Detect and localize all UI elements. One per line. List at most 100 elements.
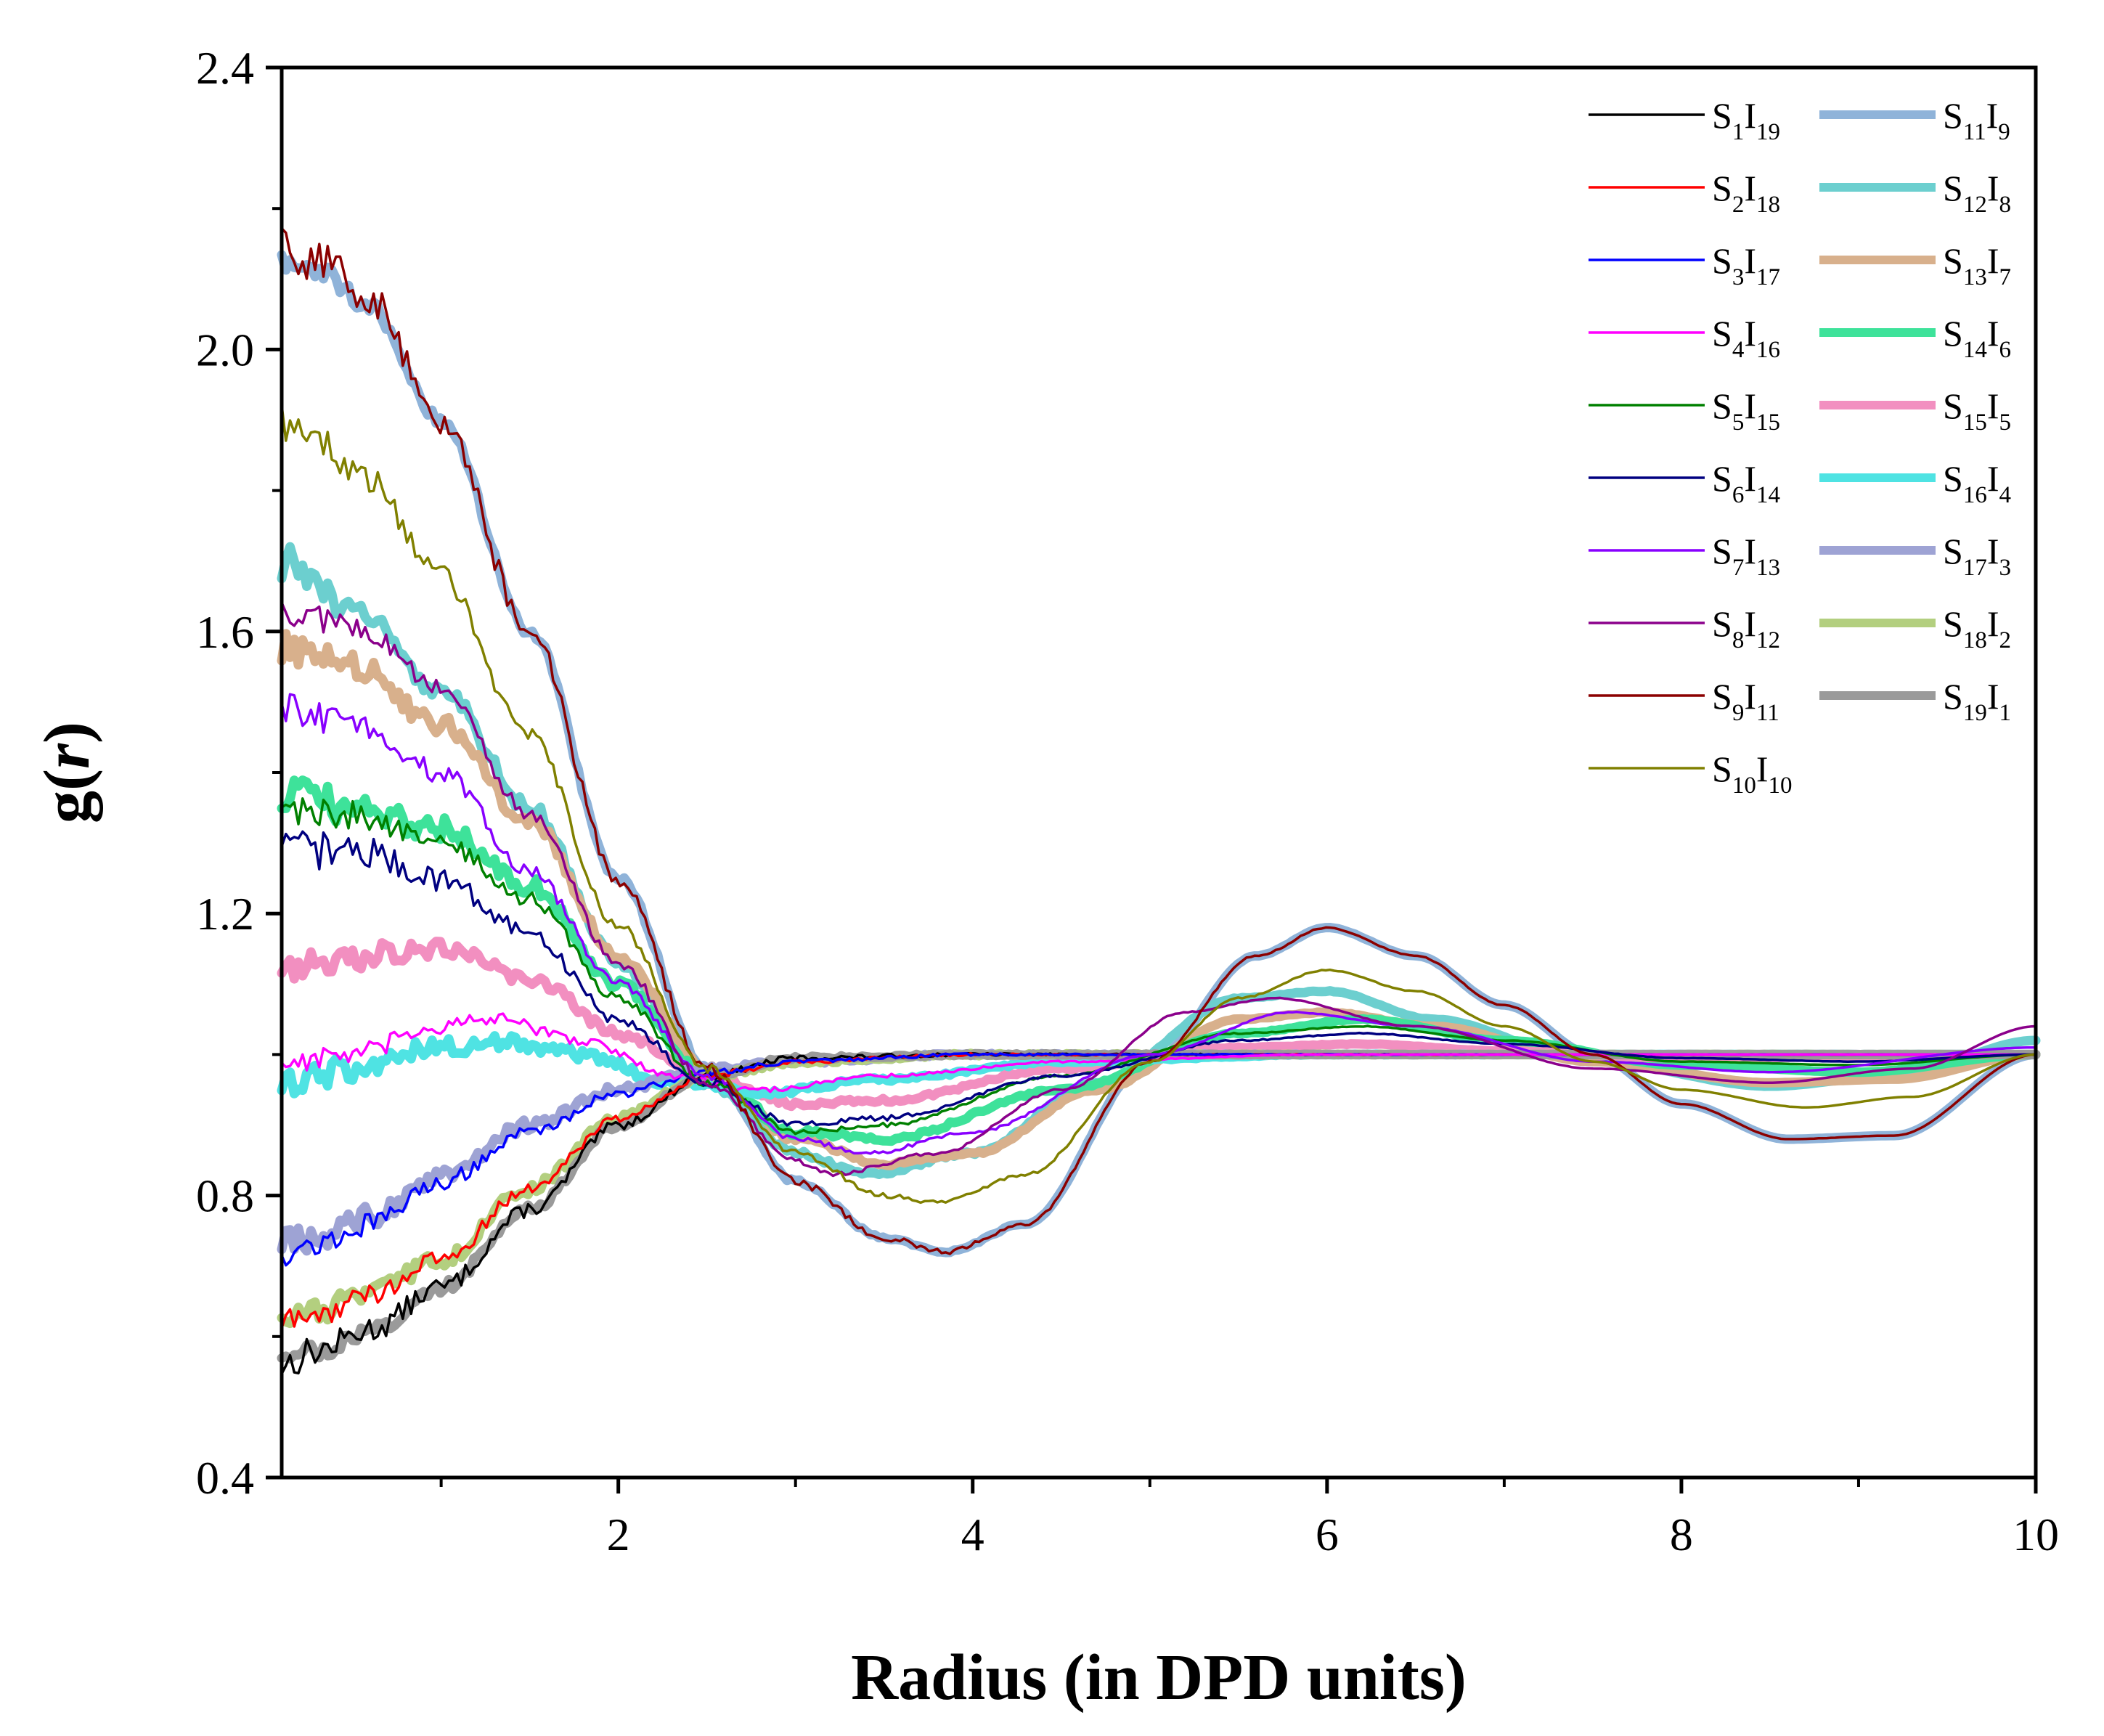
legend-entry: S10I10 bbox=[1589, 749, 1792, 799]
legend-letter-i: I bbox=[1744, 531, 1756, 571]
y-axis-title-close: ) bbox=[31, 722, 103, 743]
legend-entry: S6I14 bbox=[1589, 458, 1780, 508]
legend-label: S19I1 bbox=[1943, 676, 2011, 726]
legend-label: S14I6 bbox=[1943, 313, 2011, 363]
x-tick-label: 8 bbox=[1670, 1509, 1693, 1560]
legend-sub-s: 7 bbox=[1732, 555, 1745, 581]
series-line-S18I2 bbox=[277, 1048, 2041, 1329]
legend-sub-i: 9 bbox=[1998, 119, 2010, 145]
series-line-S1I19 bbox=[280, 1051, 2037, 1375]
legend-label: S10I10 bbox=[1712, 749, 1792, 799]
legend-letter-i: I bbox=[1744, 168, 1756, 208]
legend-label: S18I2 bbox=[1943, 603, 2011, 653]
legend-sub-s: 16 bbox=[1963, 482, 1987, 508]
legend-sub-i: 10 bbox=[1768, 773, 1792, 799]
y-axis-title-main: g( bbox=[31, 769, 103, 823]
legend-sub-s: 5 bbox=[1732, 409, 1745, 436]
legend-letter-i: I bbox=[1744, 313, 1756, 354]
legend-letter-s: S bbox=[1943, 168, 1963, 208]
y-tick-label: 0.4 bbox=[196, 1452, 254, 1504]
legend-entry: S13I7 bbox=[1819, 240, 2011, 290]
legend-entry: S5I15 bbox=[1589, 386, 1780, 436]
series-line-S8I12 bbox=[280, 601, 2037, 1178]
legend-label: S9I11 bbox=[1712, 676, 1779, 726]
tick-layer: 2 4 6 8 10 0.4 0.8 1.2 1.6 2.0 2.4 bbox=[196, 42, 2059, 1560]
series-line-S6I14 bbox=[280, 830, 2037, 1127]
x-axis-title: Radius (in DPD units) bbox=[851, 1642, 1467, 1713]
legend-label: S6I14 bbox=[1712, 458, 1780, 508]
legend-letter-s: S bbox=[1712, 603, 1732, 644]
legend-letter-i: I bbox=[1744, 95, 1756, 136]
legend-letter-s: S bbox=[1712, 168, 1732, 208]
legend-sub-i: 15 bbox=[1756, 409, 1780, 436]
legend-sub-s: 3 bbox=[1732, 264, 1745, 290]
legend-label: S11I9 bbox=[1943, 95, 2010, 145]
series-line-S10I10 bbox=[280, 404, 2037, 1205]
legend-entry: S14I6 bbox=[1819, 313, 2011, 363]
legend-letter-s: S bbox=[1712, 313, 1732, 354]
legend-letter-i: I bbox=[1987, 240, 1999, 281]
legend-letter-s: S bbox=[1712, 240, 1732, 281]
x-tick-label: 10 bbox=[2013, 1509, 2059, 1560]
legend-letter-i: I bbox=[1987, 313, 1999, 354]
legend-letter-i: I bbox=[1987, 531, 1999, 571]
legend-letter-s: S bbox=[1943, 458, 1963, 499]
legend-entry: S19I1 bbox=[1819, 676, 2011, 726]
legend-label: S3I17 bbox=[1712, 240, 1780, 290]
legend-sub-i: 13 bbox=[1756, 555, 1780, 581]
x-tick-label: 6 bbox=[1316, 1509, 1339, 1560]
legend-sub-i: 19 bbox=[1756, 119, 1780, 145]
legend-sub-s: 1 bbox=[1732, 119, 1745, 145]
legend-entry: S17I3 bbox=[1819, 531, 2011, 581]
legend-letter-s: S bbox=[1943, 240, 1963, 281]
legend-entry: S15I5 bbox=[1819, 386, 2011, 436]
legend-entry: S2I18 bbox=[1589, 168, 1780, 218]
legend-letter-s: S bbox=[1943, 95, 1963, 136]
legend-entry: S11I9 bbox=[1819, 95, 2010, 145]
legend-label: S7I13 bbox=[1712, 531, 1780, 581]
legend-letter-i: I bbox=[1744, 603, 1756, 644]
legend-letter-s: S bbox=[1943, 313, 1963, 354]
legend-sub-i: 3 bbox=[1999, 555, 2011, 581]
legend-label: S2I18 bbox=[1712, 168, 1780, 218]
legend-letter-s: S bbox=[1943, 386, 1963, 426]
legend-label: S12I8 bbox=[1943, 168, 2011, 218]
legend-sub-i: 4 bbox=[1999, 482, 2011, 508]
legend-letter-i: I bbox=[1744, 386, 1756, 426]
legend-sub-i: 6 bbox=[1999, 337, 2011, 363]
legend-sub-i: 1 bbox=[1999, 700, 2011, 726]
legend-sub-s: 17 bbox=[1963, 555, 1987, 581]
legend-entry: S18I2 bbox=[1819, 603, 2011, 653]
y-tick-label: 1.6 bbox=[196, 606, 254, 658]
legend-letter-s: S bbox=[1712, 749, 1732, 789]
legend-letter-s: S bbox=[1712, 95, 1732, 136]
legend-sub-i: 7 bbox=[1999, 264, 2011, 290]
legend-sub-i: 8 bbox=[1999, 192, 2011, 218]
legend-entry: S4I16 bbox=[1589, 313, 1780, 363]
legend-sub-s: 14 bbox=[1963, 337, 1987, 363]
legend-sub-s: 13 bbox=[1963, 264, 1987, 290]
y-tick-label: 2.0 bbox=[196, 324, 254, 375]
legend-letter-i: I bbox=[1987, 386, 1999, 426]
legend-sub-i: 18 bbox=[1756, 192, 1780, 218]
legend-entry: S9I11 bbox=[1589, 676, 1779, 726]
legend-letter-s: S bbox=[1943, 603, 1963, 644]
legend-sub-s: 11 bbox=[1963, 119, 1986, 145]
legend-sub-i: 5 bbox=[1999, 409, 2011, 436]
legend-sub-s: 9 bbox=[1732, 700, 1745, 726]
series-line-S11I9 bbox=[277, 250, 2041, 1258]
x-tick-label: 4 bbox=[961, 1509, 984, 1560]
legend-sub-s: 2 bbox=[1732, 192, 1745, 218]
legend-sub-s: 10 bbox=[1732, 773, 1756, 799]
legend-label: S8I12 bbox=[1712, 603, 1780, 653]
y-tick-label: 0.8 bbox=[196, 1170, 254, 1222]
legend-sub-i: 14 bbox=[1756, 482, 1780, 508]
legend-letter-i: I bbox=[1987, 458, 1999, 499]
legend-letter-i: I bbox=[1986, 95, 1999, 136]
legend-letter-s: S bbox=[1943, 676, 1963, 717]
legend-sub-i: 12 bbox=[1756, 627, 1780, 653]
legend-sub-i: 2 bbox=[1999, 627, 2011, 653]
legend-sub-s: 15 bbox=[1963, 409, 1987, 436]
legend-label: S1I19 bbox=[1712, 95, 1780, 145]
legend-letter-s: S bbox=[1712, 458, 1732, 499]
